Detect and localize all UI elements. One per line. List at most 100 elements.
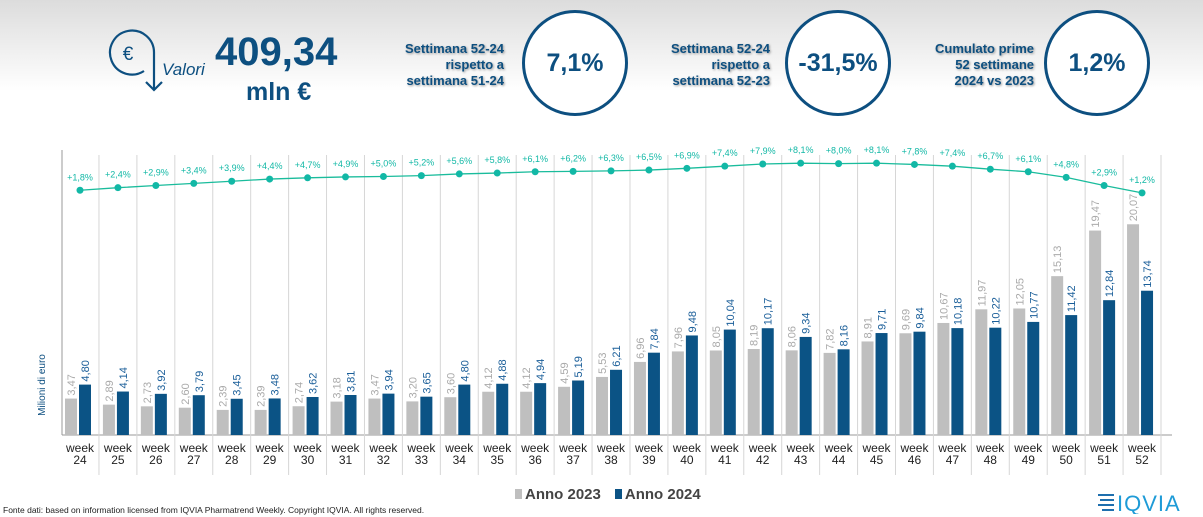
x-tick-label: 36 — [528, 453, 542, 467]
x-tick-label: 45 — [870, 453, 884, 467]
data-label: 13,74 — [1142, 260, 1154, 288]
valori-label: Valori — [162, 60, 205, 79]
x-tick-label: week — [710, 441, 740, 455]
x-tick-label: week — [331, 441, 361, 455]
x-tick-label: 31 — [339, 453, 353, 467]
x-tick-label: week — [255, 441, 285, 455]
bar-anno-2023 — [747, 349, 760, 435]
data-label: 11,42 — [1066, 285, 1078, 312]
data-label: 8,91 — [863, 317, 875, 338]
kpi-label-line: Settimana 52-24 — [671, 41, 770, 56]
x-tick-label: 28 — [225, 453, 239, 467]
bar-anno-2023 — [1127, 224, 1140, 435]
growth-label: +2,4% — [105, 170, 131, 180]
growth-point — [759, 160, 767, 168]
growth-label: +4,7% — [295, 160, 321, 170]
growth-label: +5,8% — [484, 155, 510, 165]
source-note: Fonte dati: based on information license… — [3, 505, 425, 515]
data-label: 2,74 — [294, 382, 306, 403]
bar-anno-2024 — [458, 384, 471, 435]
x-tick-label: 27 — [187, 453, 201, 467]
data-label: 5,19 — [573, 356, 585, 377]
total-value: 409,34 — [215, 30, 338, 74]
growth-label: +1,2% — [1129, 175, 1155, 185]
bar-anno-2023 — [292, 406, 305, 435]
x-tick-label: 43 — [794, 453, 808, 467]
growth-label: +7,8% — [902, 146, 928, 156]
x-tick-label: 46 — [908, 453, 922, 467]
bar-anno-2024 — [875, 333, 888, 435]
data-label: 8,06 — [787, 326, 799, 347]
growth-point — [76, 186, 84, 194]
growth-label: +6,1% — [522, 154, 548, 164]
data-label: 2,39 — [218, 385, 230, 406]
x-tick-label: 52 — [1135, 453, 1149, 467]
bar-anno-2023 — [254, 409, 267, 435]
growth-label: +4,9% — [333, 159, 359, 169]
x-tick-label: 29 — [263, 453, 277, 467]
bar-anno-2023 — [785, 350, 798, 435]
svg-text:€: € — [123, 44, 134, 65]
growth-label: +4,8% — [1053, 159, 1079, 169]
bar-anno-2024 — [761, 328, 774, 435]
bar-anno-2024 — [799, 336, 812, 435]
data-label: 20,07 — [1128, 194, 1140, 222]
growth-point — [493, 169, 501, 177]
x-tick-label: week — [141, 441, 171, 455]
kpi-label-week-vs-prev: Settimana 52-24 rispetto a settimana 51-… — [370, 41, 504, 89]
growth-label: +6,1% — [1015, 154, 1041, 164]
bar-anno-2024 — [1141, 290, 1154, 435]
growth-point — [1138, 189, 1146, 197]
legend-item-2024: Anno 2024 — [614, 486, 701, 503]
kpi-label-line: 2024 vs 2023 — [954, 73, 1034, 88]
data-label: 4,59 — [559, 362, 571, 383]
growth-label: +8,0% — [826, 146, 852, 156]
legend-item-2023: Anno 2023 — [515, 486, 601, 503]
bar-anno-2024 — [268, 398, 281, 435]
x-tick-label: week — [937, 441, 967, 455]
x-tick-label: week — [65, 441, 95, 455]
kpi-label-line: rispetto a — [445, 57, 504, 72]
growth-point — [266, 175, 274, 183]
growth-point — [1100, 182, 1108, 190]
data-label: 7,96 — [673, 327, 685, 348]
bar-anno-2023 — [975, 309, 988, 435]
bar-anno-2024 — [723, 329, 736, 435]
data-label: 8,16 — [839, 325, 851, 346]
growth-point — [228, 177, 236, 185]
x-tick-label: 30 — [301, 453, 315, 467]
x-tick-label: 39 — [642, 453, 656, 467]
chart-legend: Anno 2023 Anno 2024 — [515, 486, 701, 503]
x-tick-label: 44 — [832, 453, 846, 467]
data-label: 2,60 — [180, 383, 192, 404]
data-label: 9,69 — [900, 309, 912, 330]
data-label: 5,53 — [597, 353, 609, 374]
data-label: 3,20 — [407, 377, 419, 398]
kpi-label-line: rispetto a — [711, 57, 770, 72]
data-label: 10,67 — [938, 292, 950, 320]
growth-label: +8,1% — [864, 145, 890, 155]
bar-anno-2024 — [837, 349, 850, 435]
data-label: 3,48 — [270, 374, 282, 395]
data-label: 3,18 — [332, 377, 344, 398]
bar-anno-2023 — [216, 409, 229, 435]
bar-anno-2023 — [1089, 230, 1102, 435]
x-tick-label: 32 — [377, 453, 391, 467]
data-label: 10,18 — [952, 298, 964, 326]
weekly-sales-chart: Milioni di euroweek243,474,80week252,894… — [37, 145, 1172, 475]
kpi-value-week-vs-year: -31,5% — [785, 10, 891, 116]
data-label: 3,92 — [156, 369, 168, 390]
bar-anno-2023 — [709, 350, 722, 435]
data-label: 9,84 — [914, 307, 926, 328]
data-label: 3,94 — [383, 369, 395, 390]
data-label: 9,48 — [687, 311, 699, 332]
data-label: 10,77 — [1028, 291, 1040, 319]
x-tick-label: week — [179, 441, 209, 455]
bar-anno-2023 — [671, 351, 684, 435]
growth-label: +4,4% — [257, 161, 283, 171]
growth-label: +5,6% — [446, 156, 472, 166]
legend-label: Anno 2024 — [624, 486, 701, 503]
growth-point — [379, 173, 387, 180]
x-tick-label: 38 — [604, 453, 618, 467]
growth-point — [986, 165, 994, 173]
